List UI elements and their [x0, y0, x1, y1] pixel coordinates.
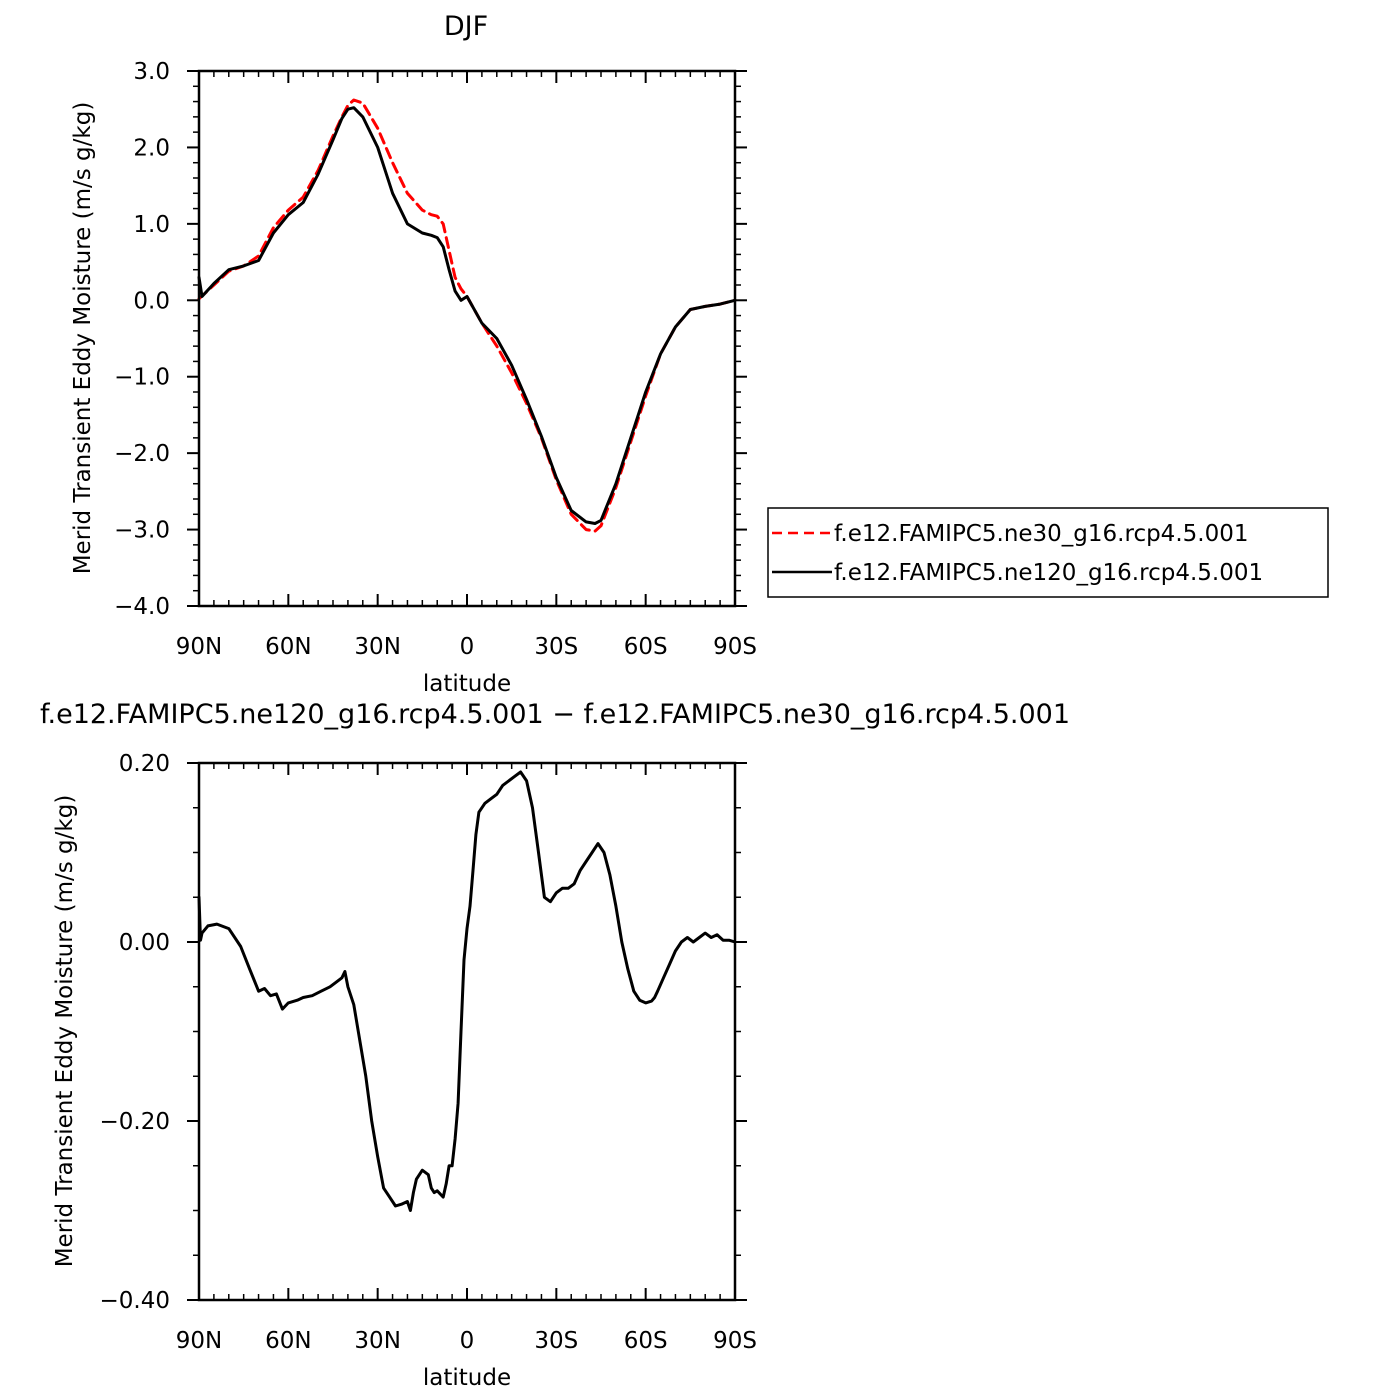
top-y-tick-label: 3.0 [133, 59, 170, 85]
bottom-x-tick-label: 30S [534, 1328, 578, 1354]
top-x-tick-label: 60S [624, 634, 668, 660]
top-panel: DJF 90N 60N 30N 0 30S 60S 90S −4.0 −3.0 −2.0 −1.0 0… [70, 11, 1329, 697]
top-y-tick-label: 0.0 [133, 288, 170, 314]
bottom-axis-ticks: 90N 60N 30N 0 30S 60S 90S −0.40 −0.20 0.00 0.20 [100, 751, 757, 1354]
top-plot-frame [197, 69, 737, 608]
top-series-line-ne30 [197, 98, 737, 533]
bottom-y-tick-label: −0.20 [100, 1109, 170, 1135]
top-y-tick-label: −3.0 [114, 518, 170, 544]
top-x-tick-label: 30S [534, 634, 578, 660]
bottom-panel-title: f.e12.FAMIPC5.ne120_g16.rcp4.5.001 − f.e… [40, 699, 1070, 730]
top-x-tick-label: 30N [354, 634, 400, 660]
top-panel-title: DJF [444, 11, 488, 42]
top-x-tick-label: 90S [713, 634, 757, 660]
bottom-y-tick-label: 0.00 [119, 930, 170, 956]
top-y-tick-label: 2.0 [133, 135, 170, 161]
bottom-plot-area [197, 770, 737, 1212]
legend-box [767, 507, 1329, 598]
top-x-tick-label: 90N [176, 634, 222, 660]
top-series-line-ne120 [197, 106, 737, 525]
top-y-tick-label: −2.0 [114, 441, 170, 467]
bottom-x-tick-label: 60N [265, 1328, 311, 1354]
bottom-panel: f.e12.FAMIPC5.ne120_g16.rcp4.5.001 − f.e… [40, 699, 1070, 1391]
legend-label-ne30: f.e12.FAMIPC5.ne30_g16.rcp4.5.001 [834, 521, 1248, 547]
top-x-tick-label: 0 [460, 634, 475, 660]
top-y-axis-label: Merid Transient Eddy Moisture (m/s g/kg) [70, 102, 96, 575]
bottom-x-tick-label: 90S [713, 1328, 757, 1354]
bottom-y-tick-label: −0.40 [100, 1288, 170, 1314]
bottom-y-axis-label: Merid Transient Eddy Moisture (m/s g/kg) [52, 795, 78, 1268]
top-y-tick-label: −4.0 [114, 594, 170, 620]
top-plot-area [197, 98, 737, 533]
bottom-x-tick-label: 60S [624, 1328, 668, 1354]
bottom-series-line-difference [197, 770, 737, 1212]
top-x-tick-label: 60N [265, 634, 311, 660]
top-axis-ticks: 90N 60N 30N 0 30S 60S 90S −4.0 −3.0 −2.0 −1.0 0.0 1.… [114, 59, 757, 660]
bottom-x-tick-label: 30N [354, 1328, 400, 1354]
top-y-tick-label: 1.0 [133, 212, 170, 238]
bottom-x-tick-label: 0 [460, 1328, 475, 1354]
bottom-y-tick-label: 0.20 [119, 751, 170, 777]
bottom-x-tick-label: 90N [176, 1328, 222, 1354]
top-x-axis-label: latitude [423, 671, 511, 697]
bottom-x-axis-label: latitude [423, 1365, 511, 1391]
legend: f.e12.FAMIPC5.ne30_g16.rcp4.5.001 f.e12.… [767, 507, 1329, 598]
legend-label-ne120: f.e12.FAMIPC5.ne120_g16.rcp4.5.001 [834, 560, 1263, 586]
top-y-tick-label: −1.0 [114, 365, 170, 391]
bottom-plot-frame [197, 761, 737, 1302]
